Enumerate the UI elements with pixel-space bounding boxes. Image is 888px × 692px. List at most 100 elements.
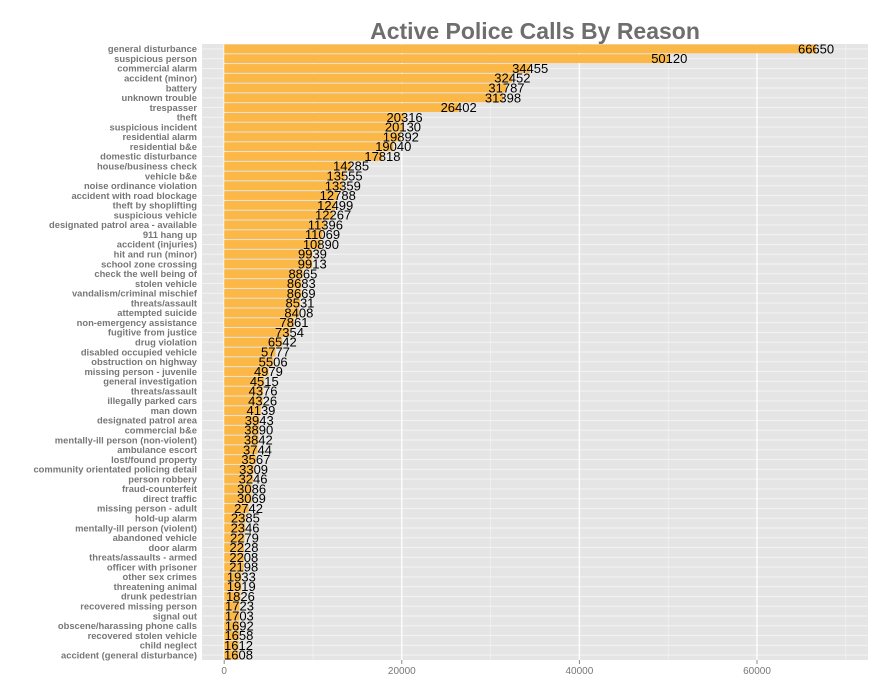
- category-label: school zone crossing: [101, 258, 197, 269]
- x-tick-label: 20000: [388, 666, 416, 677]
- bar: [224, 112, 405, 122]
- bar: [224, 152, 383, 161]
- value-label: 4139: [246, 403, 275, 418]
- bar: [224, 249, 313, 259]
- category-label: noise ordinance violation: [84, 180, 197, 191]
- category-label: residential alarm: [122, 131, 197, 142]
- value-label: 12788: [320, 188, 356, 203]
- value-label: 31398: [485, 90, 521, 105]
- value-label: 2198: [229, 560, 258, 575]
- value-label: 2346: [231, 521, 260, 536]
- category-label: man down: [151, 405, 198, 416]
- bar: [224, 181, 343, 191]
- category-label: mentally-ill person (non-violent): [55, 434, 197, 445]
- value-label: 9939: [298, 247, 327, 262]
- bar: [224, 611, 240, 621]
- bar: [224, 435, 259, 445]
- value-label: 4515: [250, 374, 279, 389]
- bar: [224, 191, 338, 200]
- value-label: 12267: [315, 208, 351, 223]
- category-label: unknown trouble: [121, 92, 197, 103]
- bar: [224, 54, 670, 64]
- bar: [224, 83, 507, 93]
- bar: [224, 445, 258, 455]
- bar: [224, 601, 240, 611]
- value-label: 26402: [441, 100, 477, 115]
- category-label: designated patrol area - available: [49, 219, 197, 230]
- value-label: 2385: [231, 511, 260, 526]
- category-label: person robbery: [128, 473, 198, 484]
- bar: [224, 474, 254, 484]
- bar: [224, 484, 252, 494]
- category-label: suspicious person: [114, 53, 197, 64]
- x-tick-label: 0: [221, 666, 227, 677]
- bar: [224, 240, 321, 249]
- category-label: commercial b&e: [125, 425, 197, 436]
- category-label: threatening animal: [114, 581, 197, 592]
- value-label: 8531: [285, 296, 314, 311]
- bar: [224, 513, 246, 523]
- value-label: 3086: [237, 481, 266, 496]
- value-label: 3890: [244, 423, 273, 438]
- value-label: 2742: [234, 501, 263, 516]
- bar: [224, 396, 263, 406]
- category-label: illegally parked cars: [107, 395, 197, 406]
- category-label: hit and run (minor): [114, 249, 197, 260]
- bar: [224, 161, 352, 171]
- value-label: 3069: [237, 491, 266, 506]
- bar: [224, 210, 334, 220]
- category-label: check the well being of: [94, 268, 198, 279]
- category-label: missing person - juvenile: [84, 366, 197, 377]
- value-label: 17818: [364, 149, 400, 164]
- value-label: 1658: [224, 628, 253, 643]
- category-label: 911 hang up: [143, 229, 197, 240]
- category-label: theft: [177, 112, 197, 123]
- category-label: accident (minor): [124, 73, 197, 84]
- category-label: general investigation: [103, 376, 197, 387]
- category-label: trespasser: [150, 102, 198, 113]
- bar: [224, 220, 326, 230]
- category-label: recovered stolen vehicle: [88, 630, 197, 641]
- category-label: fraud-counterfeit: [122, 483, 197, 494]
- category-label: obstruction on highway: [91, 356, 198, 367]
- category-label: recovered missing person: [80, 601, 197, 612]
- value-label: 3246: [239, 472, 268, 487]
- bar: [224, 572, 242, 582]
- value-label: 32452: [494, 71, 530, 86]
- value-label: 2208: [229, 550, 258, 565]
- category-label: abandoned vehicle: [113, 532, 197, 543]
- category-label: battery: [166, 82, 198, 93]
- category-label: domestic disturbance: [100, 151, 197, 162]
- bar: [224, 308, 299, 318]
- category-label: vandalism/criminal mischief: [72, 288, 198, 299]
- category-label: disabled occupied vehicle: [81, 346, 197, 357]
- category-label: house/business check: [97, 161, 198, 172]
- category-label: suspicious incident: [109, 121, 197, 132]
- value-label: 11396: [308, 217, 343, 232]
- bar: [224, 230, 323, 240]
- bar: [224, 318, 295, 328]
- bar: [224, 328, 290, 337]
- category-label: threats/assault: [131, 297, 197, 308]
- bar: [224, 64, 531, 73]
- value-label: 6542: [268, 335, 297, 350]
- value-label: 13555: [326, 169, 362, 184]
- value-label: 5777: [261, 345, 290, 360]
- value-label: 19040: [375, 139, 411, 154]
- value-label: 12499: [317, 198, 353, 213]
- bar: [224, 142, 394, 152]
- value-label: 8683: [287, 276, 316, 291]
- value-label: 1692: [225, 618, 254, 633]
- chart-title: Active Police Calls By Reason: [370, 18, 700, 44]
- bar: [224, 386, 264, 396]
- category-label: ambulance escort: [117, 444, 197, 455]
- bar: [224, 631, 239, 640]
- value-label: 7354: [275, 325, 304, 340]
- bar: [224, 171, 345, 181]
- value-label: 3744: [243, 442, 272, 457]
- category-label: signal out: [153, 610, 197, 621]
- bar: [224, 455, 256, 464]
- value-label: 4979: [254, 364, 283, 379]
